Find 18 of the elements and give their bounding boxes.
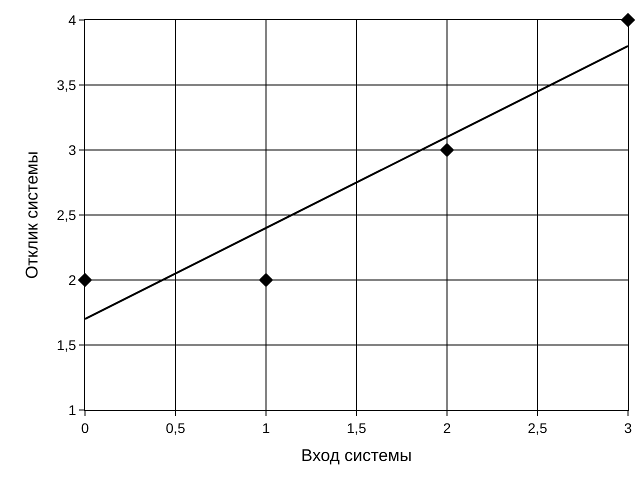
- y-tick-label: 3: [68, 142, 76, 158]
- x-tick-label: 1,5: [346, 420, 366, 436]
- y-axis-title: Отклик системы: [22, 151, 42, 279]
- x-tick-label: 2,5: [528, 420, 548, 436]
- y-tick-label: 2,5: [56, 206, 76, 223]
- x-tick-label: 1: [262, 420, 270, 436]
- y-tick-label: 1: [68, 402, 76, 418]
- x-axis-title: Вход системы: [301, 446, 412, 466]
- y-tick-label: 4: [68, 12, 76, 28]
- y-tick-label: 1,5: [56, 336, 76, 353]
- point: [258, 272, 274, 288]
- x-tick-label: 2: [443, 420, 452, 436]
- y-tick-label: 2: [68, 272, 76, 288]
- x-tick-label: 3: [624, 420, 632, 436]
- x-tick-label: 0: [81, 420, 90, 436]
- x-tick-label: 0,5: [166, 420, 186, 436]
- point: [440, 142, 454, 158]
- y-tick-label: 3,5: [56, 76, 76, 93]
